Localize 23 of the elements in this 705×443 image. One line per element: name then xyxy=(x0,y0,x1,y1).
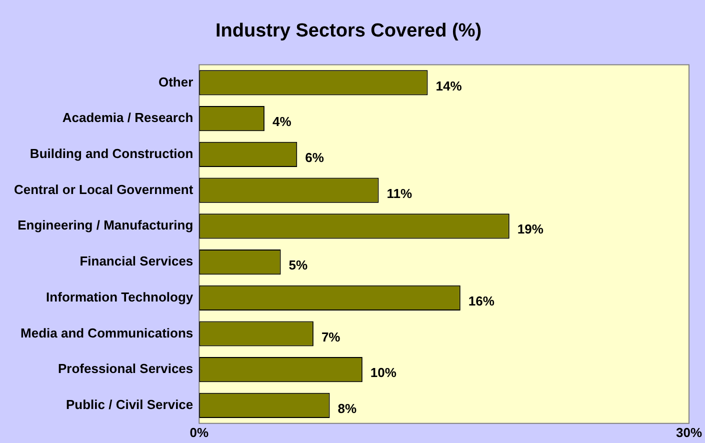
data-label: 14% xyxy=(436,78,462,94)
y-tick-label: Central or Local Government xyxy=(14,182,194,197)
data-label: 4% xyxy=(272,114,292,130)
chart-title: Industry Sectors Covered (%) xyxy=(215,20,482,42)
data-label: 16% xyxy=(468,293,495,308)
y-tick-label: Financial Services xyxy=(80,254,194,269)
data-label: 10% xyxy=(370,365,397,380)
data-label: 19% xyxy=(517,222,544,237)
y-tick-label: Academia / Research xyxy=(62,110,194,126)
y-tick-label: Media and Communications xyxy=(20,325,194,340)
y-tick-label: Information Technology xyxy=(46,289,194,304)
data-label: 8% xyxy=(338,401,358,416)
y-tick-label: Building and Construction xyxy=(30,146,194,162)
y-tick-label: Public / Civil Service xyxy=(66,397,194,412)
x-tick-label: 0% xyxy=(190,424,209,440)
y-tick-label: Engineering / Manufacturing xyxy=(18,218,194,233)
y-tick-label: Professional Services xyxy=(58,361,194,376)
data-label: 5% xyxy=(288,258,308,273)
x-tick-label: 30% xyxy=(676,424,702,440)
y-tick-label: Other xyxy=(158,74,194,90)
data-label: 11% xyxy=(386,186,413,201)
data-label: 7% xyxy=(321,329,341,344)
data-label: 6% xyxy=(305,150,324,166)
